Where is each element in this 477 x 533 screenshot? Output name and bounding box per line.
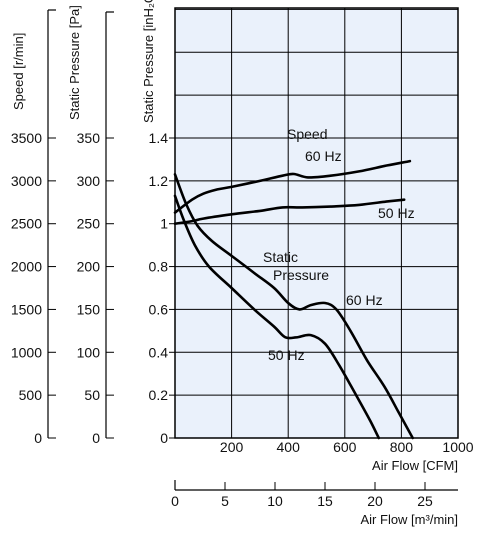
x-axis-m3min-tick-label: 20 (367, 493, 383, 509)
y-axis-pa-tick-label: 250 (77, 216, 101, 232)
y-axis-pa-tick-label: 350 (77, 130, 101, 146)
curves (173, 159, 414, 440)
y-axis-inh2o-tick-label: 0.2 (149, 387, 169, 403)
y-axis-inh2o-tick-label: 0.4 (149, 344, 169, 360)
y-axis-inh2o-title: Static Pressure [inH₂O] (141, 0, 156, 123)
y-axis-pa-tick-label: 100 (77, 344, 101, 360)
y-axis-speed-tick-label: 3500 (11, 130, 42, 146)
y-axis-speed-tick-label: 500 (19, 387, 43, 403)
x-axis-m3min-title: Air Flow [m³/min] (361, 512, 459, 527)
x-axis-cfm-tick-label: 200 (220, 439, 244, 455)
y-axis-inh2o-tick-label: 0 (160, 430, 168, 446)
y-axis-pa-tick-label: 200 (77, 259, 101, 275)
annotation-static: Static (263, 249, 298, 265)
annotation-pressure: Pressure (273, 267, 329, 283)
y-axis-speed-tick-label: 2500 (11, 216, 42, 232)
y-axis-pa-tick-label: 0 (92, 430, 100, 446)
y-axis-inh2o-tick-label: 0.8 (149, 259, 169, 275)
annotation-speed-50hz: 50 Hz (378, 205, 415, 221)
y-axis-pa-title: Static Pressure [Pa] (67, 5, 82, 120)
annotation-sp-60hz: 60 Hz (346, 292, 383, 308)
y-axis-speed-tick-label: 3000 (11, 173, 42, 189)
y-axis-inh2o-tick-label: 1 (160, 216, 168, 232)
series-line-speed-50hz (173, 198, 406, 225)
y-axis-speed-title: Speed [r/min] (11, 33, 26, 110)
annotation-speed-60hz: 60 Hz (305, 148, 342, 164)
y-axis-speed-tick-label: 1000 (11, 344, 42, 360)
plot-area (175, 8, 458, 438)
y-axis-inh2o-tick-label: 1.4 (149, 130, 169, 146)
y-axis-pa-tick-label: 150 (77, 301, 101, 317)
x-axis-cfm-tick-label: 600 (333, 439, 357, 455)
x-axis-m3min-tick-label: 25 (417, 493, 433, 509)
x-axis-m3min-tick-label: 15 (317, 493, 333, 509)
series-line-speed-60hz (173, 159, 412, 214)
series-line-static-pressure-50hz (173, 194, 381, 440)
x-axis-m3min-tick-label: 10 (267, 493, 283, 509)
annotation-speed: Speed (287, 126, 327, 142)
x-axis-cfm-tick-label: 800 (390, 439, 414, 455)
y-axis-pa-tick-label: 300 (77, 173, 101, 189)
y-axis-speed-tick-label: 1500 (11, 301, 42, 317)
x-axis-m3min-tick-label: 5 (221, 493, 229, 509)
y-axis-speed-tick-label: 2000 (11, 259, 42, 275)
annotation-sp-50hz: 50 Hz (268, 347, 305, 363)
x-axis-cfm-tick-label: 1000 (442, 439, 473, 455)
y-axis-inh2o-tick-label: 1.2 (149, 173, 169, 189)
x-axis-cfm-tick-label: 400 (277, 439, 301, 455)
y-axis-pa-tick-label: 50 (84, 387, 100, 403)
x-axis-m3min-tick-label: 0 (171, 493, 179, 509)
x-axis-cfm-title: Air Flow [CFM] (372, 458, 458, 473)
axes: 0500100015002000250030003500050100150200… (11, 7, 474, 509)
series-line-static-pressure-60hz (173, 173, 414, 440)
y-axis-speed-tick-label: 0 (34, 430, 42, 446)
y-axis-inh2o-tick-label: 0.6 (149, 301, 169, 317)
